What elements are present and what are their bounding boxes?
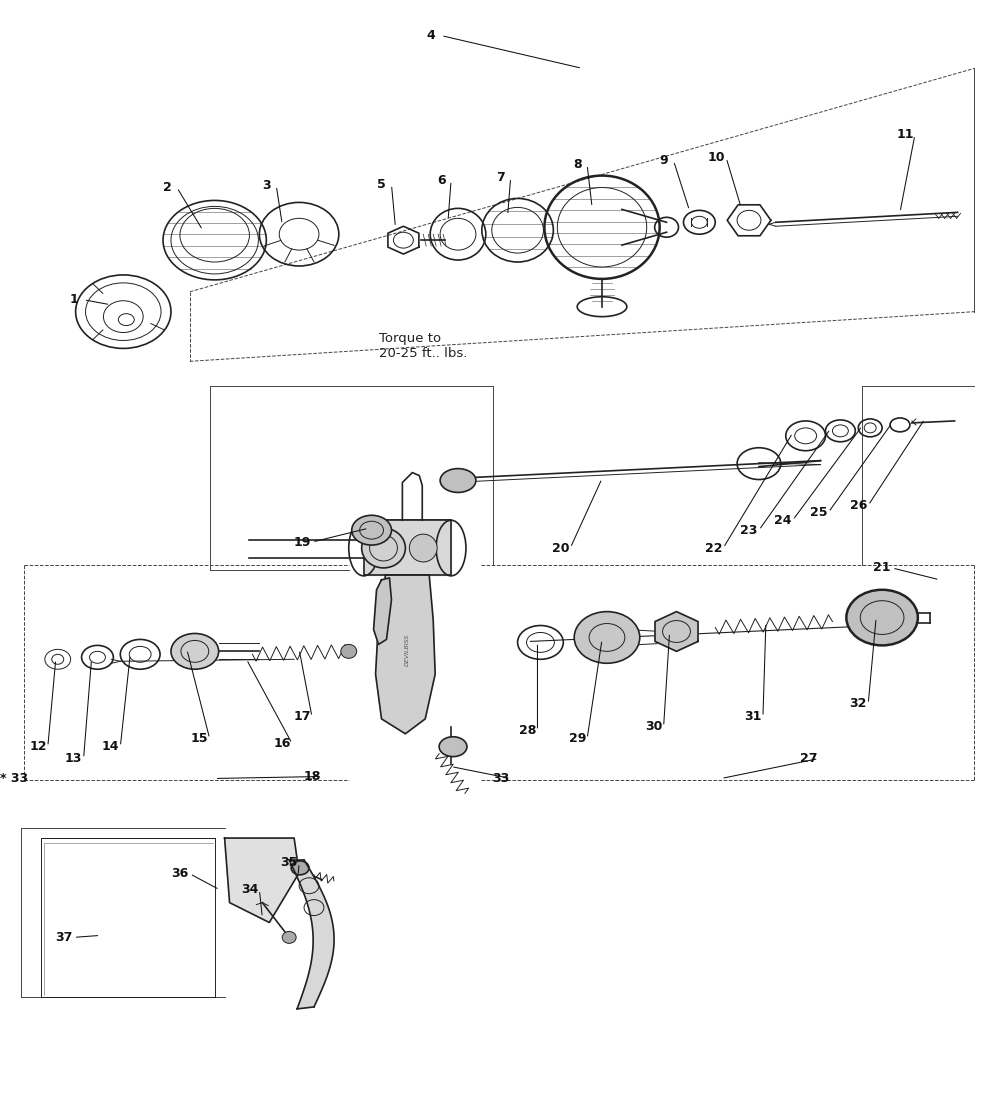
- Text: 32: 32: [850, 698, 867, 711]
- Text: Torque to
20-25 ft.. lbs.: Torque to 20-25 ft.. lbs.: [379, 331, 467, 360]
- Text: 5: 5: [377, 178, 386, 191]
- Ellipse shape: [440, 469, 476, 492]
- Text: 31: 31: [744, 710, 762, 723]
- Ellipse shape: [362, 528, 405, 568]
- Text: 7: 7: [496, 171, 505, 184]
- Text: 12: 12: [29, 740, 47, 753]
- Text: 15: 15: [191, 732, 209, 745]
- Text: 6: 6: [437, 174, 445, 187]
- Polygon shape: [364, 520, 451, 574]
- Text: * 33: * 33: [0, 772, 28, 785]
- Ellipse shape: [171, 633, 219, 669]
- Text: 17: 17: [293, 710, 311, 723]
- Text: 23: 23: [740, 523, 758, 537]
- Text: 16: 16: [274, 738, 291, 750]
- Ellipse shape: [341, 644, 357, 659]
- Polygon shape: [225, 838, 299, 922]
- Text: 37: 37: [55, 931, 72, 944]
- Text: 29: 29: [569, 732, 586, 745]
- Text: 9: 9: [659, 154, 668, 167]
- Ellipse shape: [846, 590, 918, 645]
- Text: 35: 35: [280, 857, 298, 870]
- Text: 33: 33: [492, 772, 509, 785]
- Ellipse shape: [574, 612, 640, 663]
- Text: DEVILBISS: DEVILBISS: [405, 633, 410, 665]
- Ellipse shape: [291, 861, 309, 874]
- Polygon shape: [376, 574, 435, 733]
- Text: 10: 10: [707, 151, 725, 164]
- Ellipse shape: [282, 931, 296, 943]
- Text: 3: 3: [262, 179, 271, 192]
- Text: 36: 36: [171, 868, 189, 880]
- Text: 11: 11: [896, 129, 914, 141]
- Ellipse shape: [352, 516, 391, 546]
- Ellipse shape: [439, 737, 467, 757]
- Polygon shape: [374, 578, 391, 644]
- Polygon shape: [289, 860, 334, 1009]
- Text: 28: 28: [519, 724, 536, 738]
- Text: 30: 30: [645, 720, 662, 733]
- Text: 26: 26: [850, 499, 867, 512]
- Text: 13: 13: [65, 752, 82, 765]
- Ellipse shape: [409, 534, 437, 562]
- Text: 19: 19: [293, 536, 311, 549]
- Text: 34: 34: [241, 883, 258, 897]
- Text: 20: 20: [552, 541, 569, 554]
- Text: 25: 25: [810, 506, 827, 519]
- Text: 14: 14: [102, 740, 119, 753]
- Text: 22: 22: [705, 541, 722, 554]
- Text: 2: 2: [163, 181, 171, 194]
- Polygon shape: [655, 612, 698, 651]
- Text: 24: 24: [774, 513, 792, 527]
- Text: 27: 27: [800, 752, 817, 765]
- Text: 8: 8: [573, 158, 582, 171]
- Text: 4: 4: [427, 29, 436, 42]
- Text: 21: 21: [873, 561, 891, 574]
- Text: 18: 18: [303, 770, 321, 783]
- Text: 1: 1: [69, 293, 78, 307]
